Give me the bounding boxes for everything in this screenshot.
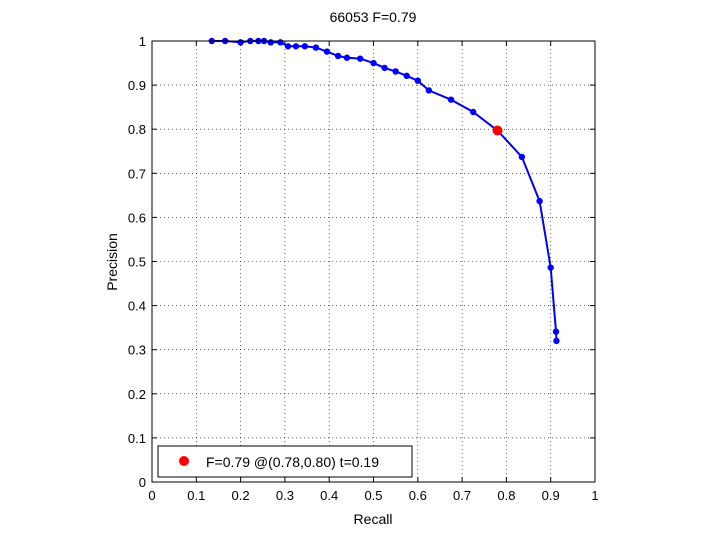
legend-marker	[179, 456, 189, 466]
x-tick-label: 0.3	[276, 488, 294, 503]
data-point	[381, 64, 388, 72]
data-point	[323, 48, 331, 55]
x-tick-label: 0	[148, 488, 155, 503]
data-point	[536, 197, 543, 205]
data-point	[334, 52, 342, 60]
x-tick-label: 0.9	[542, 488, 560, 503]
axis-ticks: 0 0.1 0.2 0.3 0.4 0.5 0.6 0.7 0.8 0.9 1 0 0.1 0.2 0.3 0…	[128, 34, 599, 503]
legend: F=0.79 @(0.78,0.80) t=0.19	[157, 445, 413, 478]
data-point	[469, 108, 477, 116]
plot-frame	[151, 40, 596, 483]
data-point	[518, 153, 526, 161]
data-point	[292, 43, 300, 50]
data-point	[553, 337, 560, 345]
chart-title: 66053 F=0.79	[330, 9, 417, 25]
data-point	[370, 59, 377, 67]
y-tick-label: 0.2	[128, 387, 146, 402]
data-point	[392, 68, 399, 75]
x-tick-label: 0.6	[409, 488, 427, 503]
x-tick-label: 0.2	[232, 488, 250, 503]
x-tick-label: 0.7	[453, 488, 471, 503]
data-point	[301, 43, 309, 50]
y-axis-label: Precision	[104, 233, 120, 291]
y-tick-label: 0	[139, 475, 146, 490]
y-tick-label: 0.4	[128, 299, 146, 314]
y-tick-label: 0.8	[128, 122, 146, 137]
grid-lines	[152, 41, 595, 482]
y-tick-label: 0.1	[128, 431, 146, 446]
data-point	[414, 77, 421, 84]
data-point	[547, 264, 554, 271]
data-point	[425, 87, 433, 94]
data-point	[343, 54, 351, 61]
y-tick-label: 0.7	[128, 166, 146, 181]
y-tick-label: 0.5	[128, 255, 146, 270]
y-tick-label: 0.6	[128, 210, 146, 225]
y-tick-label: 1	[139, 34, 146, 49]
data-point	[447, 96, 455, 103]
legend-box	[157, 445, 413, 478]
x-tick-label: 0.5	[364, 488, 382, 503]
data-point	[284, 43, 292, 50]
y-tick-label: 0.3	[128, 343, 146, 358]
x-axis-label: Recall	[354, 511, 393, 527]
data-point	[312, 44, 320, 51]
x-tick-label: 1	[591, 488, 598, 503]
x-tick-label: 0.1	[187, 488, 205, 503]
x-tick-label: 0.4	[320, 488, 338, 503]
data-point	[357, 55, 364, 62]
data-point	[277, 39, 284, 46]
data-point	[552, 328, 560, 335]
data-point	[237, 39, 244, 46]
best-f-point	[492, 125, 503, 136]
x-tick-label: 0.8	[497, 488, 515, 503]
legend-text: F=0.79 @(0.78,0.80) t=0.19	[206, 454, 379, 470]
y-tick-label: 0.9	[128, 78, 146, 93]
data-point	[403, 72, 410, 80]
data-point	[267, 39, 274, 46]
